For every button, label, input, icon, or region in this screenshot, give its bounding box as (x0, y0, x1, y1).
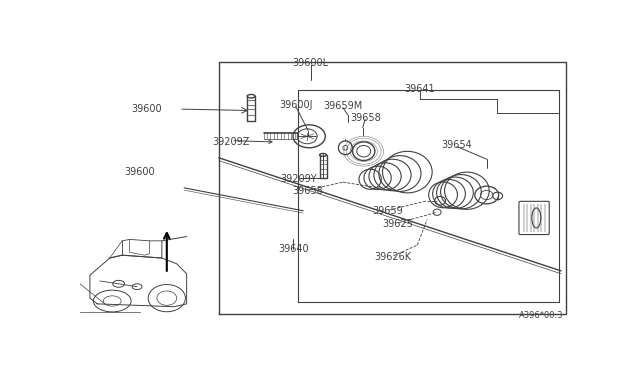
Text: 39600: 39600 (132, 104, 163, 114)
Text: 39600: 39600 (124, 167, 155, 177)
Text: 39654: 39654 (442, 140, 472, 150)
Text: 39658: 39658 (350, 113, 381, 123)
Text: 39626K: 39626K (374, 251, 411, 262)
Text: 39641: 39641 (404, 84, 435, 94)
Text: 39600L: 39600L (292, 58, 329, 68)
Text: 39209Y: 39209Y (280, 174, 317, 184)
Text: 39658: 39658 (292, 186, 324, 196)
Text: A396*00.3: A396*00.3 (519, 311, 564, 320)
Text: 39659M: 39659M (323, 101, 362, 111)
Text: 39209Z: 39209Z (212, 137, 250, 147)
Text: 39640: 39640 (278, 244, 308, 254)
Text: 39659: 39659 (372, 206, 403, 216)
Text: 39600J: 39600J (279, 100, 312, 110)
Text: 39625: 39625 (382, 219, 413, 229)
